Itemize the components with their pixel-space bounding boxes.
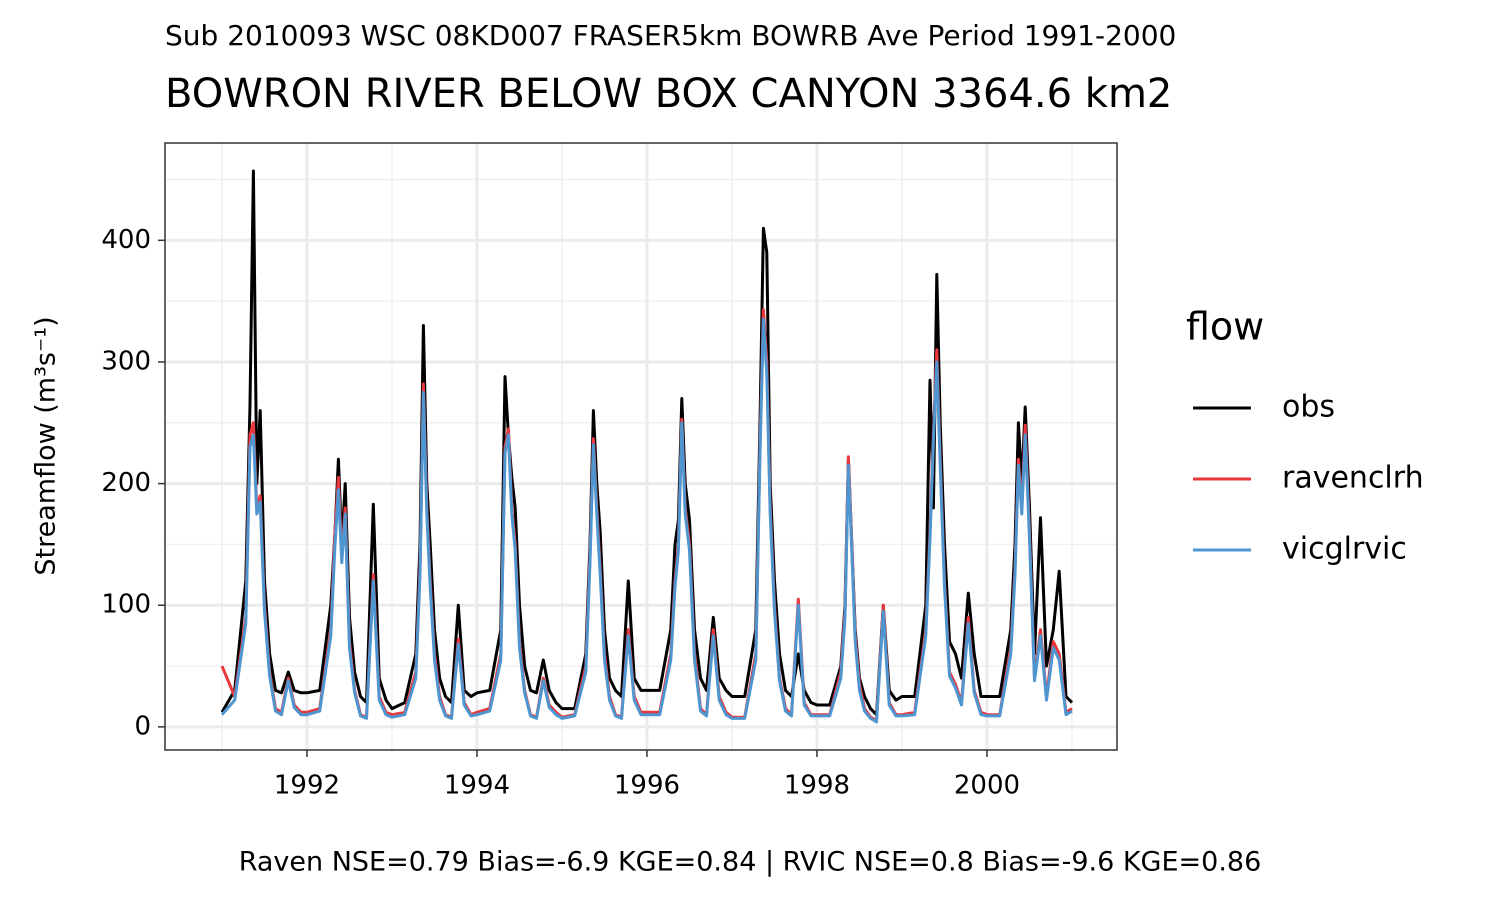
chart-subtitle: Sub 2010093 WSC 08KD007 FRASER5km BOWRB … (165, 19, 1176, 52)
y-tick-label: 0 (134, 711, 151, 741)
legend-label: vicglrvic (1282, 532, 1407, 567)
legend-label: obs (1282, 390, 1335, 425)
legend-label: ravenclrh (1282, 461, 1424, 496)
y-tick-label: 100 (101, 590, 151, 620)
x-tick-label: 1992 (274, 771, 340, 801)
legend-title: flow (1186, 305, 1264, 349)
y-tick-label: 300 (101, 346, 151, 376)
plot-border (164, 142, 1118, 751)
x-tick-label: 1998 (784, 771, 850, 801)
caption: Raven NSE=0.79 Bias=-6.9 KGE=0.84 | RVIC… (239, 847, 1262, 878)
x-tick-label: 2000 (954, 771, 1020, 801)
x-tick-label: 1994 (444, 771, 510, 801)
y-tick-label: 200 (101, 468, 151, 498)
x-tick-label: 1996 (614, 771, 680, 801)
series-line (220, 317, 1073, 724)
y-axis-label: Streamflow (m³s⁻¹) (31, 316, 62, 575)
y-tick-label: 400 (101, 225, 151, 255)
chart-title: BOWRON RIVER BELOW BOX CANYON 3364.6 km2 (165, 71, 1172, 117)
